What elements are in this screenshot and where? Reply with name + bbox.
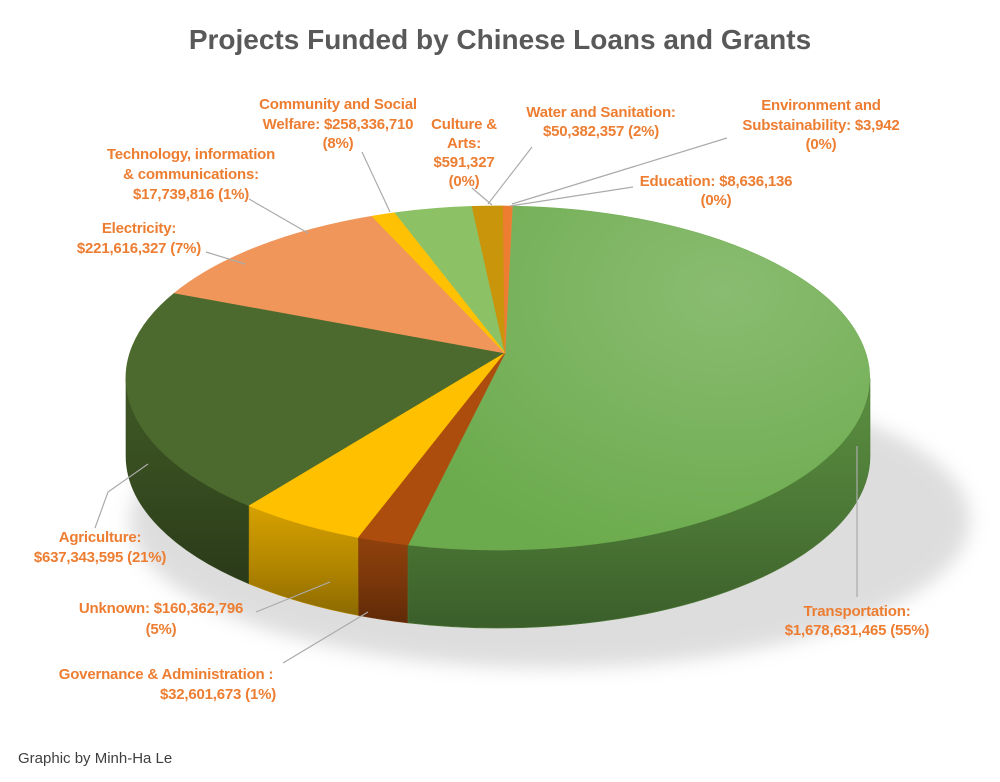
label-transportation-line2: $1,678,631,465 (55%) bbox=[784, 622, 930, 639]
label-governance-line2: $32,601,673 (1%) bbox=[159, 685, 277, 703]
label-environment-line1: Environment and bbox=[761, 97, 881, 114]
leader-line-education bbox=[509, 186, 634, 207]
label-education-line1: Education: $8,636,136 bbox=[639, 173, 793, 190]
pie-side-governance bbox=[358, 537, 409, 624]
leader-line-electricity bbox=[205, 251, 246, 265]
leader-line-governance bbox=[282, 611, 369, 664]
pie-slice-unknown bbox=[248, 352, 506, 538]
leader-line-environment bbox=[511, 137, 728, 205]
label-electricity-line1: Electricity: bbox=[101, 220, 177, 237]
label-community-line1: Community and Social bbox=[259, 96, 417, 113]
label-culture-line2: Arts: bbox=[446, 135, 482, 152]
credit-text: Graphic by Minh-Ha Le bbox=[18, 750, 173, 767]
label-water-line1: Water and Sanitation: bbox=[526, 104, 676, 121]
label-governance-line1: Governance & Administration : bbox=[58, 666, 274, 683]
chart-title: Projects Funded by Chinese Loans and Gra… bbox=[188, 24, 812, 55]
label-unknown-line1: Unknown: $160,362,796 bbox=[78, 600, 244, 617]
label-transportation-line1: Transportation: bbox=[803, 603, 911, 620]
leader-line-agriculture bbox=[94, 463, 149, 529]
label-culture-line4: (0%) bbox=[448, 173, 480, 190]
pie-slice-agriculture bbox=[125, 292, 506, 507]
pie-slice-governance bbox=[358, 352, 506, 546]
label-agriculture-line2: $637,343,595 (21%) bbox=[33, 548, 167, 566]
label-community-line3: (8%) bbox=[322, 135, 354, 152]
label-education-line2: (0%) bbox=[700, 192, 732, 209]
label-community-line2: Welfare: $258,336,710 bbox=[262, 115, 414, 133]
pie-slice-technology bbox=[371, 212, 506, 354]
label-culture-line3: $591,327 bbox=[433, 154, 495, 171]
label-culture-line1: Culture & bbox=[431, 116, 497, 133]
leader-line-unknown bbox=[255, 581, 331, 613]
label-environment-line2: Substainability: $3,942 bbox=[742, 116, 900, 134]
pie-slice-transportation-sheen bbox=[408, 206, 870, 550]
leader-line-water bbox=[487, 146, 533, 205]
label-technology-line1: Technology, information bbox=[106, 146, 276, 163]
pie-slice-electricity bbox=[174, 215, 506, 354]
label-environment-line3: (0%) bbox=[805, 136, 837, 153]
label-technology-line3: $17,739,816 (1%) bbox=[132, 186, 250, 203]
label-water-line2: $50,382,357 (2%) bbox=[542, 123, 660, 140]
label-technology-line2: & communications: bbox=[123, 166, 259, 183]
label-unknown-line2: (5%) bbox=[145, 620, 177, 638]
leader-line-community bbox=[361, 151, 391, 213]
leader-line-technology bbox=[248, 198, 309, 234]
label-electricity-line2: $221,616,327 (7%) bbox=[76, 239, 202, 257]
label-agriculture-line1: Agriculture: bbox=[58, 529, 142, 546]
